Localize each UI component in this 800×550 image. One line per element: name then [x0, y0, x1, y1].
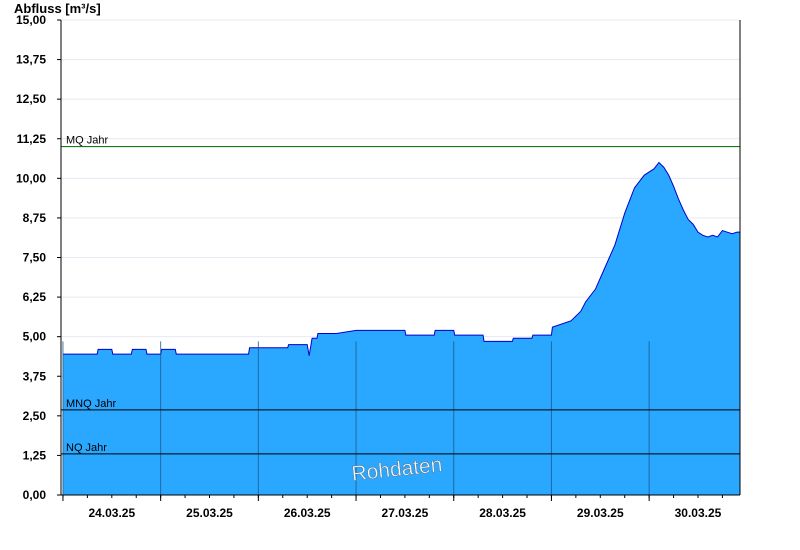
x-tick-label: 27.03.25 [382, 506, 429, 520]
discharge-area [62, 162, 740, 495]
discharge-line [62, 161, 740, 356]
y-tick-label: 13,75 [16, 53, 46, 67]
y-tick-label: 10,00 [16, 171, 46, 185]
x-tick-label: 30.03.25 [675, 506, 722, 520]
y-tick-label: 0,00 [23, 488, 47, 502]
x-tick-label: 26.03.25 [284, 506, 331, 520]
y-tick-label: 8,75 [23, 211, 47, 225]
y-tick-label: 1,25 [23, 448, 47, 462]
reference-line-label: MQ Jahr [66, 135, 109, 147]
y-tick-label: 2,50 [23, 409, 47, 423]
y-tick-label: 6,25 [23, 290, 47, 304]
reference-line-label: MNQ Jahr [66, 398, 116, 410]
y-tick-label: 15,00 [16, 13, 46, 27]
x-tick-label: 28.03.25 [479, 506, 526, 520]
reference-line-label: NQ Jahr [66, 442, 107, 454]
x-tick-label: 24.03.25 [88, 506, 135, 520]
x-tick-label: 29.03.25 [577, 506, 624, 520]
y-tick-label: 7,50 [23, 251, 47, 265]
y-tick-label: 3,75 [23, 369, 47, 383]
y-tick-label: 11,25 [17, 132, 47, 146]
y-tick-label: 5,00 [23, 330, 47, 344]
x-tick-label: 25.03.25 [186, 506, 233, 520]
y-axis-label: Abfluss [m³/s] [14, 1, 101, 16]
y-tick-label: 12,50 [16, 92, 46, 106]
